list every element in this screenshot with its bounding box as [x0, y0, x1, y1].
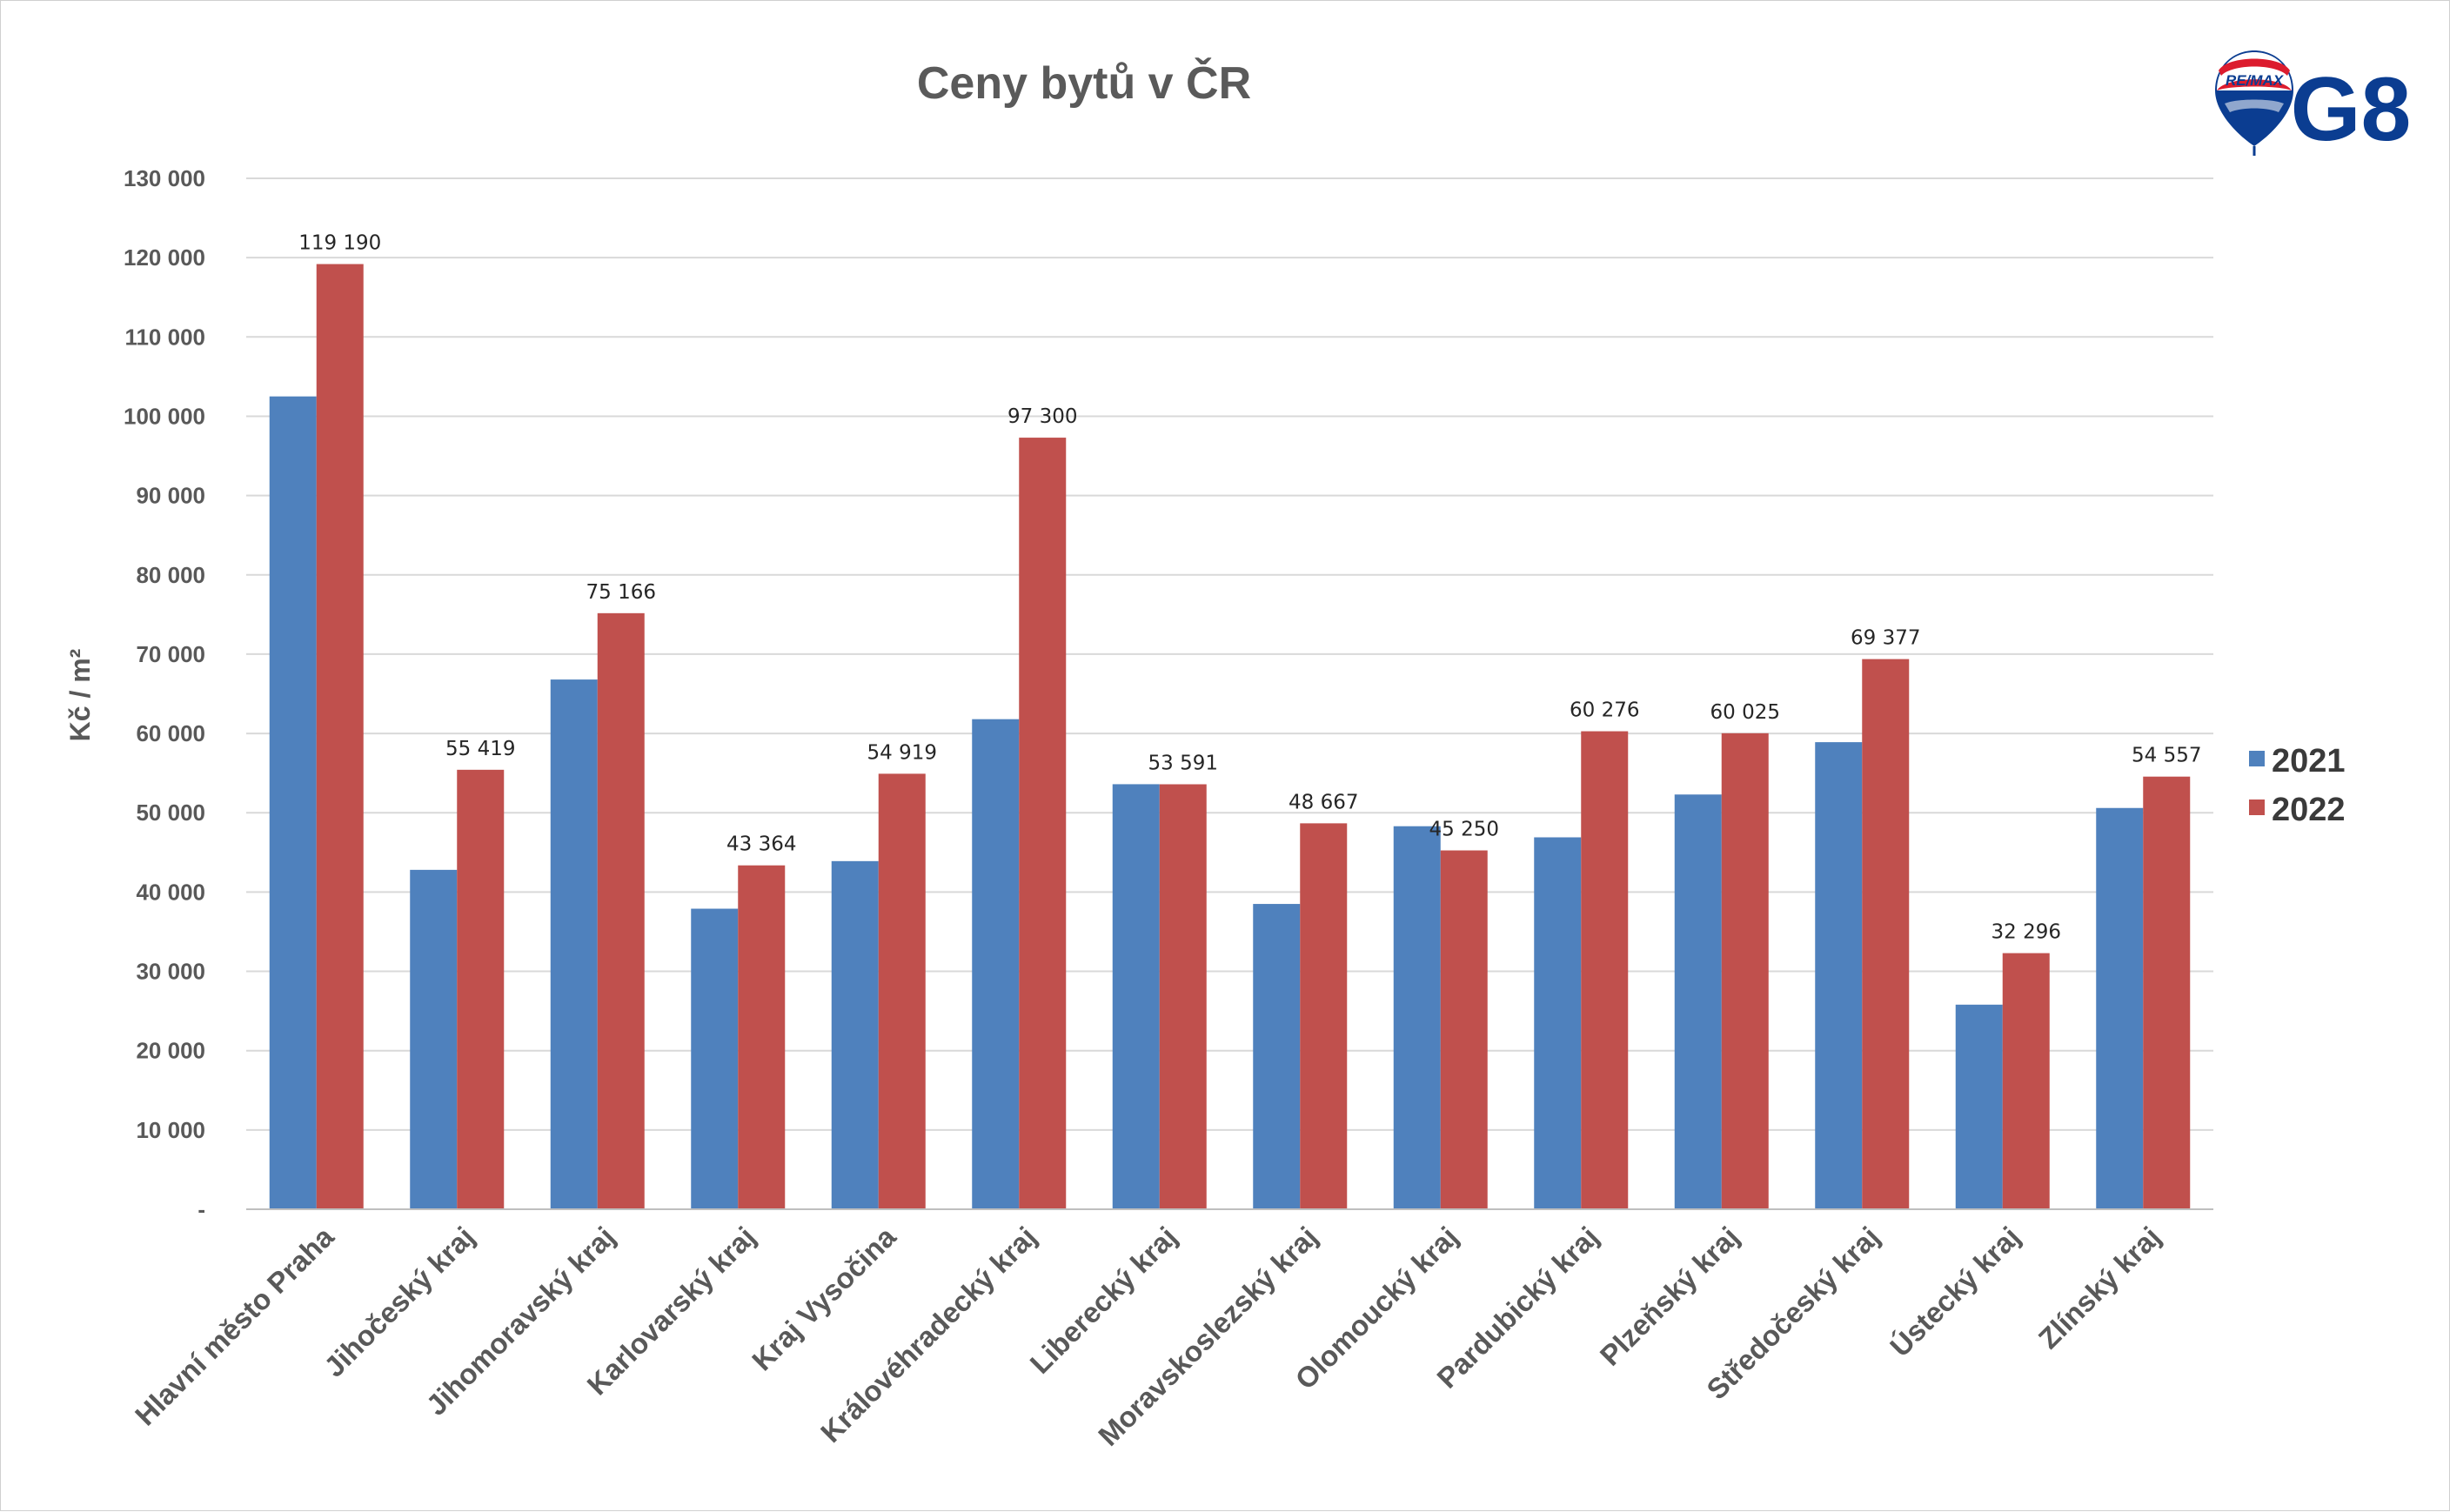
legend-label-2022: 2022 — [2272, 792, 2346, 828]
data-label: 43 364 — [726, 833, 796, 856]
bars — [269, 264, 2191, 1209]
bar-2022 — [738, 865, 786, 1209]
bar-2021 — [2096, 807, 2144, 1209]
bar-2022 — [1019, 438, 1067, 1209]
data-labels: 119 190 55 419 75 166 43 364 54 919 97 300 53 … — [298, 232, 2201, 944]
bar-2021 — [550, 679, 598, 1209]
y-axis-label: Kč / m² — [64, 649, 96, 742]
x-tick-label: Liberecký kraj — [1024, 1221, 1183, 1380]
bar-2022 — [316, 264, 364, 1209]
g8-wordmark: G8 — [2291, 59, 2412, 160]
x-tick-label: Plzeňský kraj — [1594, 1221, 1745, 1372]
bar-2021 — [831, 860, 879, 1209]
x-tick-label: Kraj Vysočina — [746, 1220, 902, 1376]
legend-swatch-2022 — [2249, 799, 2265, 815]
data-label: 32 296 — [1991, 921, 2061, 944]
bar-2021 — [410, 869, 458, 1209]
data-label: 55 419 — [445, 738, 515, 760]
bar-2021 — [691, 908, 739, 1209]
bar-2022 — [2002, 953, 2050, 1209]
x-tick-label: Ústecký kraj — [1884, 1221, 2026, 1363]
y-tick-label: 10 000 — [136, 1117, 205, 1143]
data-label: 75 166 — [586, 581, 656, 604]
chart-title: Ceny bytů v ČR — [917, 57, 1251, 109]
data-label: 48 667 — [1289, 791, 1358, 813]
bar-2021 — [1112, 784, 1160, 1209]
legend-swatch-2021 — [2249, 751, 2265, 766]
y-tick-label: 100 000 — [124, 403, 205, 429]
data-label: 54 557 — [2132, 745, 2201, 767]
x-tick-label: Zlínský kraj — [2032, 1221, 2167, 1355]
y-tick-label: 80 000 — [136, 562, 205, 588]
y-tick-label: 40 000 — [136, 879, 205, 905]
bar-2022 — [457, 769, 505, 1209]
y-tick-label: 110 000 — [124, 324, 205, 350]
bar-2022 — [1721, 733, 1769, 1209]
legend-label-2021: 2021 — [2272, 743, 2346, 779]
legend: 2021 2022 — [2249, 743, 2346, 828]
data-label: 45 250 — [1429, 819, 1499, 841]
bar-2022 — [1300, 823, 1348, 1209]
bar-2021 — [1534, 837, 1582, 1209]
data-label: 53 591 — [1148, 752, 1218, 774]
bar-2021 — [972, 719, 1020, 1209]
y-tick-label: - — [197, 1196, 205, 1222]
bar-2022 — [1159, 784, 1207, 1209]
bar-2021 — [1253, 904, 1301, 1209]
remax-wordmark: RE/MAX — [2226, 72, 2285, 89]
remax-balloon-icon: RE/MAX — [2215, 50, 2293, 156]
bar-2021 — [269, 396, 317, 1209]
y-tick-label: 30 000 — [136, 959, 205, 985]
bar-2021 — [1955, 1004, 2003, 1209]
remax-g8-logo: RE/MAX G8 — [2215, 50, 2411, 160]
data-label: 60 276 — [1570, 699, 1639, 722]
bar-2021 — [1393, 826, 1441, 1209]
y-tick-label: 50 000 — [136, 799, 205, 826]
y-tick-label: 70 000 — [136, 641, 205, 667]
y-tick-label: 20 000 — [136, 1038, 205, 1064]
y-axis-ticks: - 10 000 20 000 30 000 40 000 50 000 60 000 70 … — [124, 165, 205, 1222]
bar-2021 — [1674, 794, 1722, 1209]
data-label: 97 300 — [1007, 405, 1077, 428]
data-label: 119 190 — [298, 232, 381, 255]
y-tick-label: 120 000 — [124, 244, 205, 271]
bar-2021 — [1815, 742, 1863, 1209]
y-tick-label: 90 000 — [136, 483, 205, 509]
bar-2022 — [878, 773, 926, 1209]
x-tick-label: Jihočeský kraj — [318, 1221, 480, 1383]
x-tick-label: Hlavní město Praha — [129, 1220, 340, 1431]
data-label: 69 377 — [1851, 627, 1920, 650]
bar-2022 — [1581, 731, 1629, 1209]
data-label: 60 025 — [1710, 701, 1780, 724]
bar-2022 — [2143, 776, 2191, 1209]
bar-2022 — [1862, 659, 1910, 1209]
y-tick-label: 60 000 — [136, 720, 205, 746]
gridlines — [246, 177, 2213, 1131]
data-label: 54 919 — [867, 741, 937, 764]
bar-2022 — [1440, 850, 1488, 1209]
y-tick-label: 130 000 — [124, 165, 205, 191]
bar-2022 — [597, 612, 645, 1209]
